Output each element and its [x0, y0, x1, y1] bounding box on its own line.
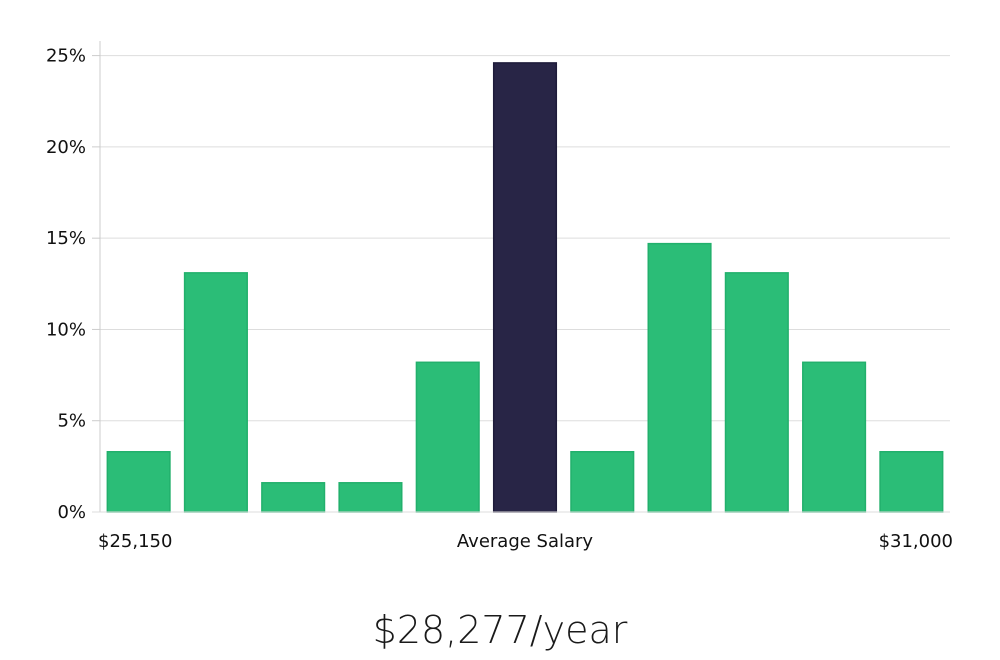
- y-tick-label: 10%: [46, 319, 86, 340]
- bar: [570, 451, 635, 513]
- y-tick-label: 5%: [57, 411, 86, 432]
- bar: [647, 242, 712, 513]
- bar-layer: [106, 62, 944, 513]
- average-salary-value: $28,277/year: [372, 608, 628, 652]
- y-tick-label: 25%: [46, 46, 86, 67]
- x-tick-label-min: $25,150: [98, 531, 172, 552]
- y-tick-label: 20%: [46, 137, 86, 158]
- bar: [802, 361, 867, 513]
- bar: [724, 272, 789, 513]
- y-tick-label: 15%: [46, 228, 86, 249]
- y-tick-label: 0%: [57, 502, 86, 523]
- bar: [879, 451, 944, 513]
- bar-average-salary: [492, 62, 558, 513]
- axis-layer: 0% 5% 10% 15% 20% 25%: [46, 41, 950, 523]
- bar: [106, 451, 171, 513]
- x-axis-label: Average Salary: [457, 531, 594, 552]
- x-tick-label-max: $31,000: [879, 531, 953, 552]
- bar: [183, 272, 248, 513]
- salary-histogram: 0%5%10%15%20%25% $25,150 Average Salary …: [46, 41, 953, 552]
- bar: [338, 482, 403, 513]
- bar: [415, 361, 480, 513]
- bar: [261, 482, 326, 513]
